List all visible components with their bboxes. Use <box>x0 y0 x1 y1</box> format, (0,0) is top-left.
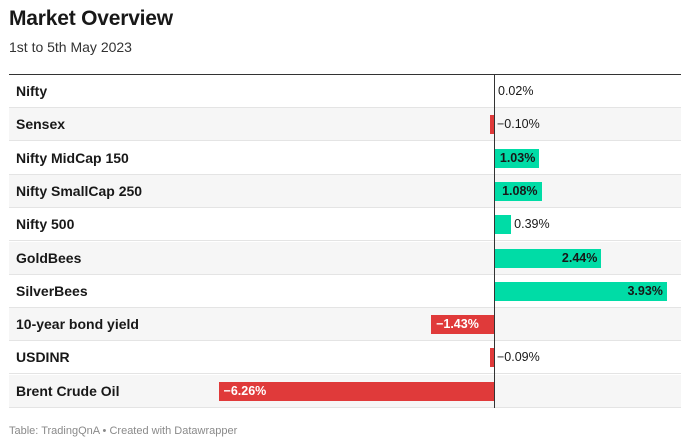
chart-title: Market Overview <box>9 7 173 30</box>
table-row: GoldBees 2.44% <box>9 241 681 275</box>
value-label: −1.43% <box>436 317 479 332</box>
positive-bar <box>494 148 540 168</box>
row-label: SilverBees <box>16 282 88 299</box>
value-label: 1.03% <box>499 150 536 165</box>
negative-bar <box>490 348 494 368</box>
value-label: 1.08% <box>502 183 538 198</box>
positive-bar <box>494 248 602 268</box>
row-label: 10-year bond yield <box>16 316 139 333</box>
row-label: USDINR <box>16 349 70 366</box>
table-row: Sensex −0.10% <box>9 108 681 142</box>
value-label: 0.02% <box>498 84 534 98</box>
negative-bar <box>431 315 494 335</box>
table-row: Nifty 500 0.39% <box>9 208 681 242</box>
negative-bar <box>218 381 494 401</box>
source-footer: Table: TradingQnA • Created with Datawra… <box>9 425 238 437</box>
table-row: 10-year bond yield −1.43% <box>9 308 681 342</box>
row-label: Nifty 500 <box>16 216 75 233</box>
positive-bar <box>494 215 512 235</box>
row-label: Sensex <box>16 116 66 133</box>
zero-axis-line <box>494 74 495 408</box>
value-label: 3.93% <box>627 283 663 298</box>
table-row: Nifty 0.02% <box>9 75 681 108</box>
table-top-rule <box>9 74 681 75</box>
value-label: −0.10% <box>497 117 540 132</box>
row-label: GoldBees <box>16 249 82 266</box>
positive-bar <box>494 281 667 301</box>
positive-bar <box>494 181 542 201</box>
table-row: Brent Crude Oil −6.26% <box>9 374 681 408</box>
row-label: Nifty <box>16 83 48 99</box>
value-label: 0.39% <box>514 217 550 232</box>
table-row: Nifty MidCap 150 1.03% <box>9 142 681 175</box>
row-label: Nifty MidCap 150 <box>16 149 129 166</box>
row-label: Brent Crude Oil <box>16 382 120 399</box>
value-label: 2.44% <box>561 250 598 265</box>
chart-subtitle: 1st to 5th May 2023 <box>9 39 132 55</box>
value-label: −0.09% <box>497 350 540 365</box>
value-label: −6.26% <box>223 383 267 398</box>
row-label: Nifty SmallCap 250 <box>16 182 143 199</box>
table-row: Nifty SmallCap 250 1.08% <box>9 174 681 208</box>
table-row: USDINR −0.09% <box>9 341 681 375</box>
table-row: SilverBees 3.93% <box>9 275 681 308</box>
negative-bar <box>489 115 494 135</box>
